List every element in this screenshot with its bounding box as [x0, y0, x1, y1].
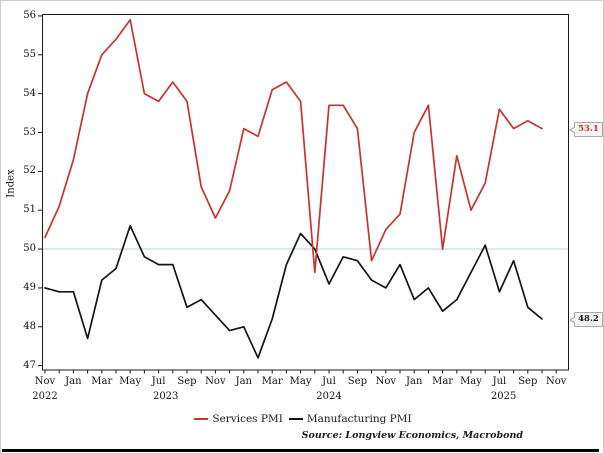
manufacturing-end-value-callout: 48.2 — [569, 312, 603, 327]
x-tick-label: Jul — [151, 376, 166, 387]
x-tick-label: Nov — [205, 376, 226, 387]
legend-label-manufacturing: Manufacturing PMI — [306, 413, 412, 425]
x-tick-label: May — [460, 376, 482, 387]
y-tick-label: 50 — [23, 243, 36, 255]
manufacturing-line-swatch-icon — [288, 418, 303, 420]
x-tick-label: Jan — [235, 376, 252, 387]
y-tick-label: 47 — [23, 359, 36, 371]
manufacturing-pmi-line — [44, 224, 543, 359]
x-tick-label: Jul — [492, 376, 507, 387]
x-tick-label: Jan — [65, 376, 82, 387]
legend-item-manufacturing: Manufacturing PMI — [288, 413, 412, 425]
x-tick-label: Mar — [261, 376, 283, 387]
y-tick-label: 49 — [23, 281, 36, 293]
x-year-label: 2022 — [32, 391, 58, 402]
x-tick-label: Sep — [347, 376, 367, 387]
chart-legend: Services PMI Manufacturing PMI — [1, 411, 603, 427]
plot-border — [42, 14, 569, 371]
y-tick-label: 48 — [23, 320, 36, 332]
x-year-label: 2023 — [152, 391, 179, 402]
services-pmi-line — [44, 18, 543, 274]
x-tick-label: Nov — [375, 376, 396, 387]
legend-item-services: Services PMI — [194, 413, 283, 425]
x-year-label: 2025 — [490, 391, 517, 402]
x-tick-label: Sep — [177, 376, 197, 387]
x-tick-label: Nov — [545, 376, 567, 387]
x-tick-label: Nov — [34, 376, 56, 387]
x-tick-label: Mar — [91, 376, 113, 387]
y-tick-label: 52 — [23, 165, 36, 177]
bottom-bar — [2, 449, 599, 452]
services-end-value-callout: 53.1 — [569, 122, 603, 137]
y-tick-label: 56 — [23, 9, 36, 21]
legend-label-services: Services PMI — [212, 413, 283, 425]
services-line-swatch-icon — [194, 418, 209, 420]
x-tick-label: May — [289, 376, 312, 387]
y-tick-label: 55 — [23, 48, 36, 60]
y-tick-label: 51 — [23, 204, 36, 216]
x-tick-label: Mar — [432, 376, 454, 387]
x-tick-label: Jul — [322, 376, 336, 387]
y-tick-label: 54 — [23, 87, 36, 99]
x-tick-label: Jan — [405, 376, 423, 387]
y-tick-label: 53 — [23, 126, 36, 138]
source-note: Source: Longview Economics, Macrobond — [301, 430, 523, 441]
x-year-label: 2024 — [316, 391, 342, 402]
x-tick-label: May — [119, 376, 142, 387]
x-tick-label: Sep — [518, 376, 538, 387]
